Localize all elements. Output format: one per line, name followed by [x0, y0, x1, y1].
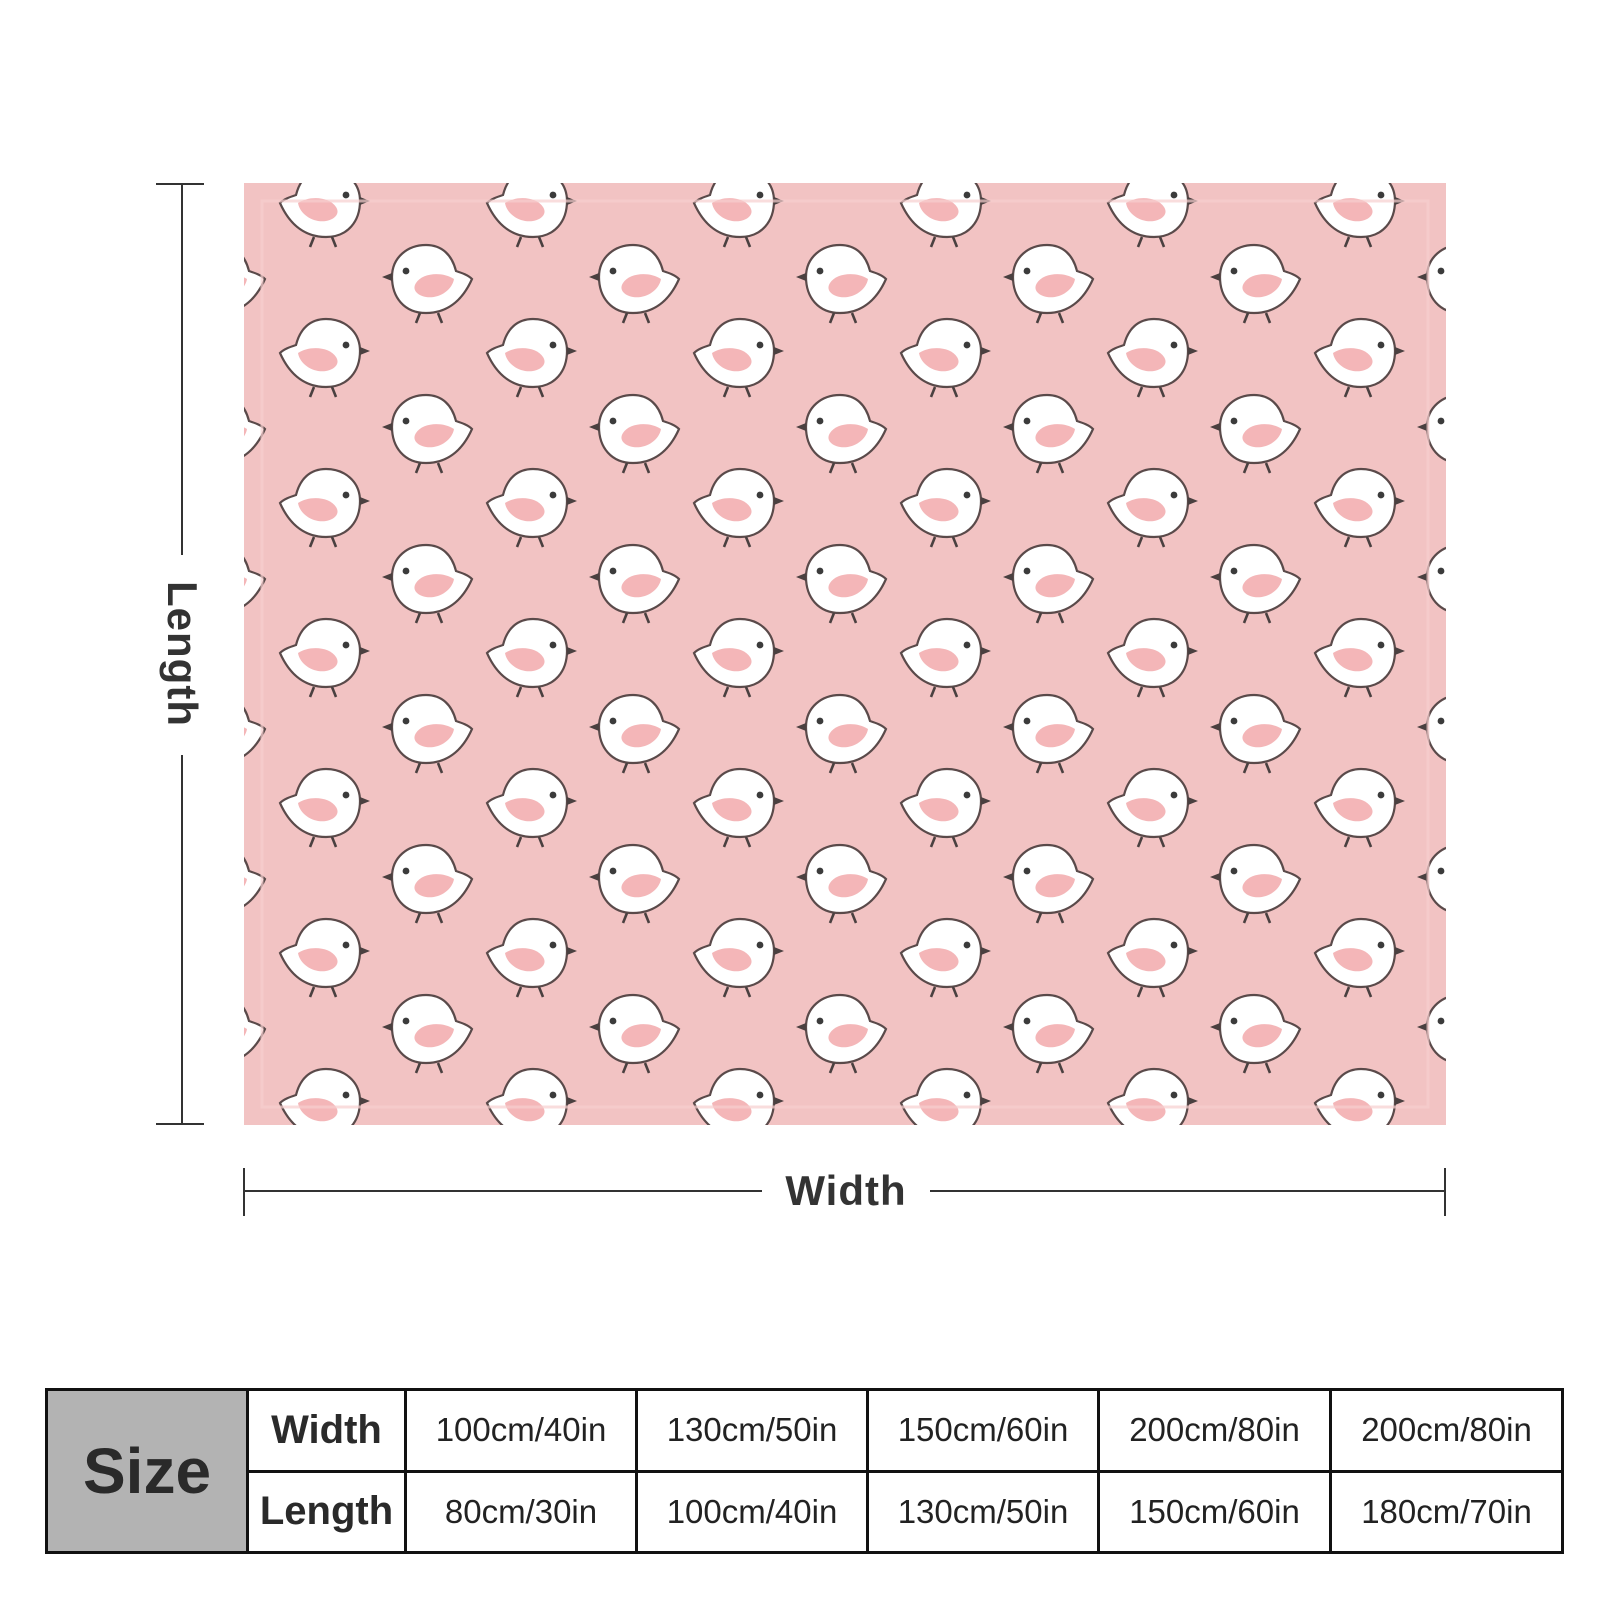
- table-cell-width: 200cm/80in: [1097, 1388, 1332, 1473]
- table-cell-width: 200cm/80in: [1329, 1388, 1564, 1473]
- table-cell-width: 100cm/40in: [404, 1388, 638, 1473]
- table-cell-length: 100cm/40in: [635, 1469, 869, 1554]
- width-dimension-cap-right: [1444, 1168, 1446, 1216]
- width-dimension-cap-left: [243, 1168, 245, 1216]
- table-cell-length: 130cm/50in: [866, 1469, 1100, 1554]
- chick-pattern: [244, 183, 1446, 1125]
- width-dimension-label: Width: [785, 1167, 907, 1214]
- width-row-label: Width: [246, 1388, 407, 1473]
- length-row-label: Length: [246, 1469, 407, 1554]
- table-cell-width: 130cm/50in: [635, 1388, 869, 1473]
- length-dimension-cap-top: [156, 183, 204, 185]
- table-row-width: Size Width 100cm/40in 130cm/50in 150cm/6…: [45, 1388, 1564, 1554]
- length-dimension-line-top: [181, 183, 183, 555]
- length-dimension-cap-bottom: [156, 1123, 204, 1125]
- width-dimension-line-left: [244, 1190, 762, 1192]
- size-table: Size Width 100cm/40in 130cm/50in 150cm/6…: [45, 1388, 1564, 1554]
- table-cell-length: 150cm/60in: [1097, 1469, 1332, 1554]
- table-cell-width: 150cm/60in: [866, 1388, 1100, 1473]
- table-row-length: Length 80cm/30in 100cm/40in 130cm/50in 1…: [47, 1469, 1564, 1554]
- length-dimension-line-bottom: [181, 755, 183, 1125]
- blanket-preview: [244, 183, 1446, 1125]
- size-header: Size: [45, 1388, 249, 1554]
- table-cell-length: 80cm/30in: [404, 1469, 638, 1554]
- width-dimension-line-right: [930, 1190, 1446, 1192]
- table-cell-length: 180cm/70in: [1329, 1469, 1564, 1554]
- length-dimension-label: Length: [159, 581, 206, 727]
